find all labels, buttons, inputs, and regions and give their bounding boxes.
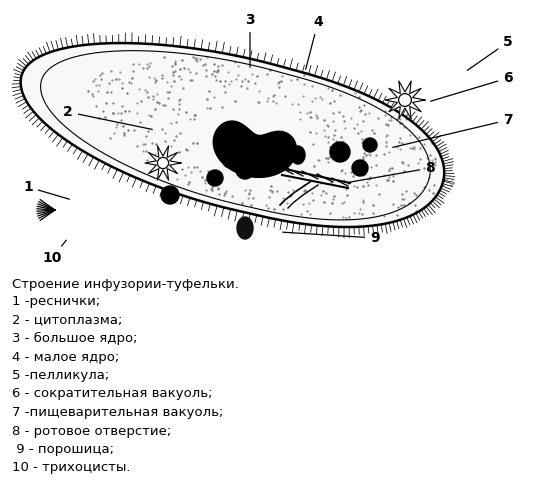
Circle shape xyxy=(352,160,368,176)
Circle shape xyxy=(223,154,237,168)
Polygon shape xyxy=(145,146,181,180)
Polygon shape xyxy=(291,146,305,164)
Circle shape xyxy=(274,149,286,161)
Text: 10 - трихоцисты.: 10 - трихоцисты. xyxy=(12,462,130,474)
Text: 2 - цитоплазма;: 2 - цитоплазма; xyxy=(12,314,122,326)
Circle shape xyxy=(157,158,168,168)
Text: 2: 2 xyxy=(63,105,152,130)
Text: 8: 8 xyxy=(348,161,435,182)
Text: 9: 9 xyxy=(283,231,380,245)
Text: 3: 3 xyxy=(245,13,255,67)
Text: 6 - сократительная вакуоль;: 6 - сократительная вакуоль; xyxy=(12,388,212,400)
Text: 5 -пелликула;: 5 -пелликула; xyxy=(12,369,109,382)
Circle shape xyxy=(330,142,350,162)
Text: 4 - малое ядро;: 4 - малое ядро; xyxy=(12,350,119,364)
Polygon shape xyxy=(385,81,425,119)
Text: Строение инфузории-туфельки.: Строение инфузории-туфельки. xyxy=(12,278,239,291)
Text: 9 - порошица;: 9 - порошица; xyxy=(12,443,114,456)
Circle shape xyxy=(399,94,412,106)
Circle shape xyxy=(207,170,223,186)
Circle shape xyxy=(363,138,377,152)
Text: 4: 4 xyxy=(306,15,323,70)
Text: 6: 6 xyxy=(431,71,513,101)
Polygon shape xyxy=(237,217,253,239)
Text: 1: 1 xyxy=(23,180,70,199)
Polygon shape xyxy=(21,43,444,227)
Text: 10: 10 xyxy=(42,240,66,265)
Text: 3 - большое ядро;: 3 - большое ядро; xyxy=(12,332,137,345)
Circle shape xyxy=(214,131,232,149)
Text: 7 -пищеварительная вакуоль;: 7 -пищеварительная вакуоль; xyxy=(12,406,223,419)
Text: 8 - ротовое отверстие;: 8 - ротовое отверстие; xyxy=(12,424,171,438)
Text: 5: 5 xyxy=(468,35,513,70)
Text: 7: 7 xyxy=(393,113,513,148)
Circle shape xyxy=(236,161,254,179)
Text: 1 -реснички;: 1 -реснички; xyxy=(12,295,100,308)
Polygon shape xyxy=(213,121,296,178)
Circle shape xyxy=(161,186,179,204)
